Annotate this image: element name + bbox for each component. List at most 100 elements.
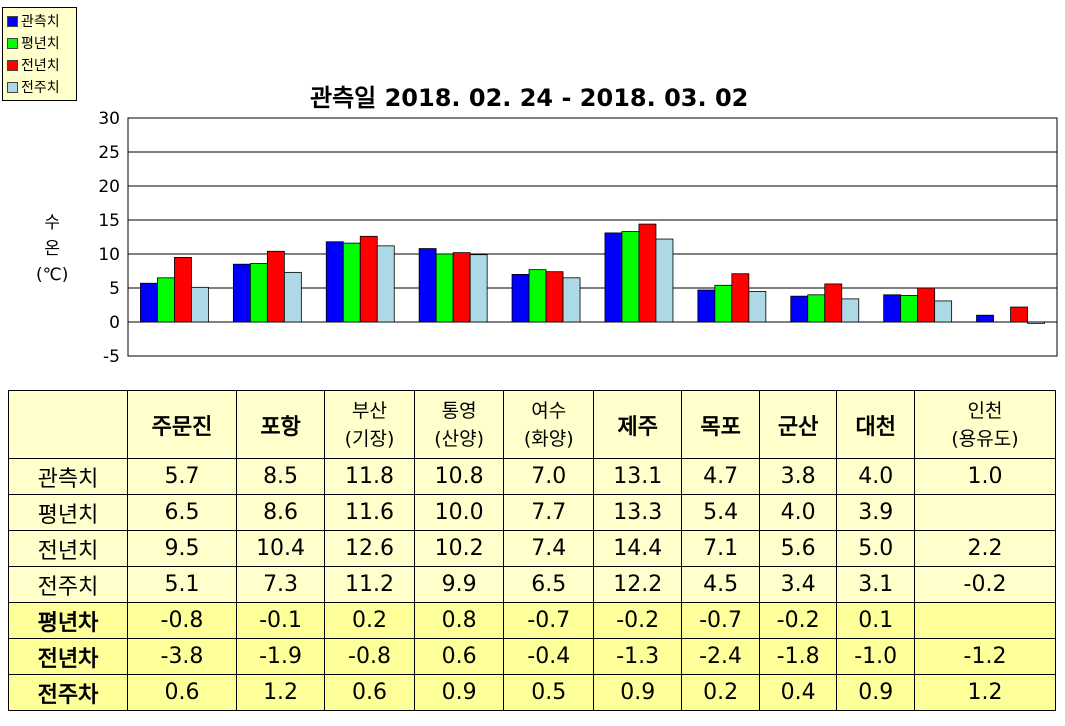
table-cell: -0.7 xyxy=(503,602,595,639)
table-row: 전주차 0.6 1.2 0.6 0.9 0.5 0.9 0.2 0.4 0.9 1.2 xyxy=(8,674,1056,711)
bar-관측치 xyxy=(232,263,251,323)
table-cell: 4.5 xyxy=(681,566,760,603)
table-cell: 3.1 xyxy=(836,566,915,603)
column-header: 통영 (산양) xyxy=(413,390,505,459)
table-cell: -0.1 xyxy=(235,602,326,639)
y-tick-label: -5 xyxy=(103,347,120,367)
table-cell: 6.5 xyxy=(127,494,237,531)
table-cell: 12.2 xyxy=(593,566,683,603)
legend-swatch xyxy=(7,15,18,27)
table-cell: 12.6 xyxy=(324,530,415,567)
table-cell: -0.8 xyxy=(324,638,415,675)
legend-label: 전주치 xyxy=(21,80,60,96)
table-cell: 0.9 xyxy=(413,674,505,711)
station-name-line: (화양) xyxy=(523,427,574,450)
column-header: 포항 xyxy=(235,390,326,459)
row-header: 전주치 xyxy=(8,566,128,603)
row-header: 전년차 xyxy=(8,638,128,675)
table-row: 전년치 9.5 10.4 12.6 10.2 7.4 14.4 7.1 5.6 5.0 2.2 xyxy=(8,530,1056,567)
y-label-part: 수 xyxy=(44,213,60,233)
table-cell: 10.0 xyxy=(413,494,505,531)
column-header: 대천 xyxy=(836,390,915,459)
legend-swatch xyxy=(7,81,18,93)
table-row: 전년차 -3.8 -1.9 -0.8 0.6 -0.4 -1.3 -2.4 -1.8 -1.0 -1… xyxy=(8,638,1056,675)
table-cell: 1.2 xyxy=(914,674,1056,711)
table-cell: -0.7 xyxy=(681,602,760,639)
bar-전주치 xyxy=(1027,321,1045,324)
table-row: 전주치 5.1 7.3 11.2 9.9 6.5 12.2 4.5 3.4 3.1 -0.2 xyxy=(8,566,1056,603)
table-row: 평년차 -0.8 -0.1 0.2 0.8 -0.7 -0.2 -0.7 -0.2 0.1 xyxy=(8,602,1056,639)
table-cell: 13.1 xyxy=(593,458,683,495)
column-header: 목포 xyxy=(681,390,760,459)
legend-label: 전년치 xyxy=(21,58,60,74)
table-cell: 7.7 xyxy=(503,494,595,531)
table-cell: -1.2 xyxy=(914,638,1056,675)
bar-평년치 xyxy=(621,231,640,323)
y-label-part: (℃) xyxy=(36,265,69,285)
table-cell: 0.5 xyxy=(503,674,595,711)
table-cell: 1.2 xyxy=(235,674,326,711)
bar-전주치 xyxy=(655,238,674,323)
column-header: 주문진 xyxy=(127,390,237,459)
y-axis-label: 수 온 (℃) xyxy=(36,210,68,288)
station-name: 포항 xyxy=(260,414,301,440)
row-header: 평년차 xyxy=(8,602,128,639)
bar-평년치 xyxy=(249,263,268,323)
bar-전주치 xyxy=(283,271,302,323)
station-name-line: 통영 xyxy=(441,399,477,422)
column-header: 인천 (용유도) xyxy=(914,390,1056,459)
bar-관측치 xyxy=(883,294,902,323)
table-cell: 0.2 xyxy=(681,674,760,711)
station-name-line: 여수 xyxy=(531,399,567,422)
bar-전주치 xyxy=(934,300,953,323)
header-row: 주문진 포항 부산 (기장) 통영 (산양) 여수 (화양) 제주 목포 군산 대천 인천 (용유도) xyxy=(8,390,1056,459)
bar-전주치 xyxy=(562,277,581,323)
bar-chart: -5 0 5 10 15 20 25 30 xyxy=(98,109,1058,367)
table-cell: 7.4 xyxy=(503,530,595,567)
station-name: 목포 xyxy=(700,414,741,440)
bar-평년치 xyxy=(900,295,919,323)
table-cell: 8.6 xyxy=(235,494,326,531)
legend-swatch xyxy=(7,59,18,71)
table-cell: 0.6 xyxy=(127,674,237,711)
station-name-line: (기장) xyxy=(344,427,395,450)
station-name: 주문진 xyxy=(151,414,213,440)
bar-전년치 xyxy=(452,252,471,323)
table-cell: 5.7 xyxy=(127,458,237,495)
table-cell: 3.9 xyxy=(836,494,915,531)
station-name: 대천 xyxy=(855,414,896,440)
row-header: 전년치 xyxy=(8,530,128,567)
table-cell: 10.4 xyxy=(235,530,326,567)
bar-관측치 xyxy=(790,295,809,323)
table-cell: 7.1 xyxy=(681,530,760,567)
station-name-line: (용유도) xyxy=(951,427,1019,450)
bar-평년치 xyxy=(807,294,826,323)
table-cell: 11.2 xyxy=(324,566,415,603)
table-cell: 4.0 xyxy=(758,494,838,531)
bar-관측치 xyxy=(976,314,994,323)
table-cell: 0.6 xyxy=(324,674,415,711)
table-cell: 4.0 xyxy=(836,458,915,495)
table-cell: 0.9 xyxy=(836,674,915,711)
column-header: 여수 (화양) xyxy=(503,390,595,459)
row-header: 전주차 xyxy=(8,674,128,711)
table-cell: -1.8 xyxy=(758,638,838,675)
bar-전주치 xyxy=(376,245,395,323)
table-cell: 1.0 xyxy=(914,458,1056,495)
bar-관측치 xyxy=(325,241,344,323)
bar-전주치 xyxy=(841,298,860,323)
table-cell: 0.1 xyxy=(836,602,915,639)
table-cell: 6.5 xyxy=(503,566,595,603)
bar-관측치 xyxy=(140,282,158,323)
table-cell: 3.4 xyxy=(758,566,838,603)
table-cell: 0.9 xyxy=(593,674,683,711)
table-cell: 10.8 xyxy=(413,458,505,495)
table-cell: 0.2 xyxy=(324,602,415,639)
bar-전년치 xyxy=(1010,306,1028,323)
table-cell: 5.6 xyxy=(758,530,838,567)
table-cell: -0.2 xyxy=(758,602,838,639)
chart-title: 관측일 2018. 02. 24 - 2018. 03. 02 xyxy=(310,84,749,112)
bar-전주치 xyxy=(748,290,767,323)
table-cell: 5.4 xyxy=(681,494,760,531)
station-name-line: 부산 xyxy=(352,399,387,422)
